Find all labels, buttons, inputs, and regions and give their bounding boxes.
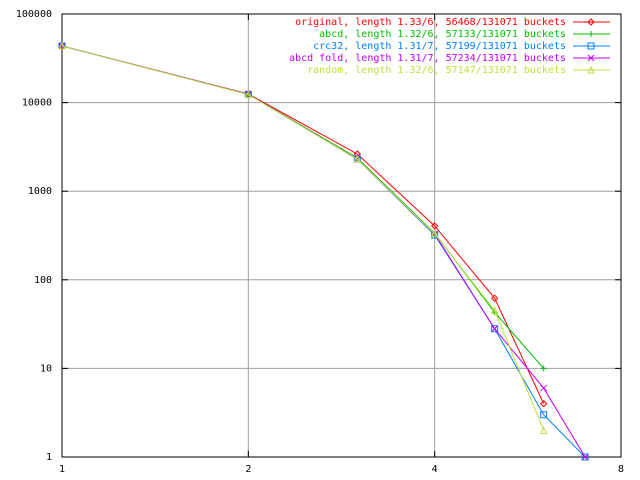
x-tick-label: 1 — [59, 464, 65, 475]
legend-label: abcd, length 1.32/6, 57133/131071 bucket… — [319, 29, 566, 40]
series-line — [61, 45, 545, 404]
point — [581, 453, 589, 461]
legend-label: random, length 1.32/6, 57147/131071 buck… — [307, 65, 566, 76]
x-tick-label: 4 — [432, 464, 438, 475]
y-tick-label: 100000 — [16, 9, 52, 20]
point — [587, 54, 595, 62]
point — [244, 90, 253, 99]
legend-label: crc32, length 1.31/7, 57199/131071 bucke… — [313, 41, 566, 52]
point — [581, 453, 589, 461]
y-tick-label: 10000 — [22, 98, 52, 109]
point — [539, 399, 548, 408]
x-tick-label: 8 — [618, 464, 624, 475]
point — [490, 306, 499, 315]
legend-label: original, length 1.33/6, 56468/131071 bu… — [295, 17, 566, 28]
point — [540, 365, 547, 372]
series-line — [61, 45, 545, 431]
y-tick-label: 10 — [40, 363, 52, 374]
series-line — [61, 45, 586, 458]
point — [588, 31, 594, 37]
x-tick-label: 2 — [245, 464, 251, 475]
y-tick-label: 1000 — [28, 186, 52, 197]
point — [430, 229, 439, 238]
legend-label: abcd fold, length 1.31/7, 57234/131071 b… — [289, 53, 566, 64]
point — [58, 41, 66, 50]
point — [587, 65, 595, 74]
series-line — [61, 45, 586, 458]
point — [490, 294, 499, 302]
point — [539, 426, 548, 434]
series-line — [61, 45, 545, 369]
y-tick-label: 1 — [46, 452, 52, 463]
point — [587, 18, 595, 26]
point — [353, 155, 362, 163]
point — [430, 222, 439, 230]
point — [491, 325, 499, 333]
plot-border — [61, 13, 622, 458]
point — [540, 384, 548, 392]
y-tick-label: 100 — [34, 275, 52, 286]
point — [540, 411, 548, 419]
point — [587, 42, 595, 50]
